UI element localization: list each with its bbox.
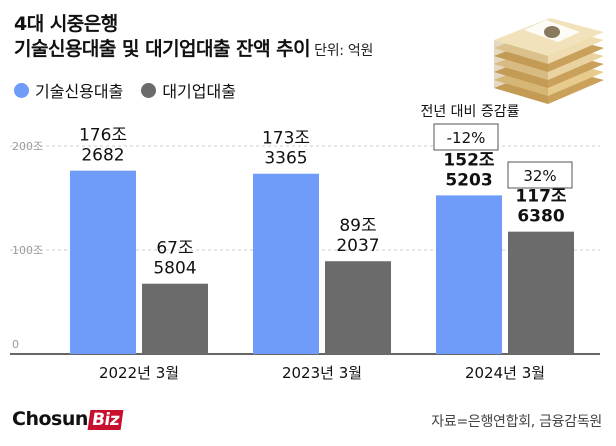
x-tick-label-2: 2024년 3월 bbox=[465, 364, 545, 382]
bar-corp-0 bbox=[142, 283, 208, 354]
bar-tech-0 bbox=[70, 170, 136, 354]
y-tick-label-2: 200조 bbox=[12, 140, 43, 153]
chart-title: 4대 시중은행 기술신용대출 및 대기업대출 잔액 추이 단위: 억원 bbox=[14, 12, 373, 64]
data-label-tech-2-0: 152조 bbox=[443, 150, 494, 170]
data-label-corp-0-0: 67조 bbox=[156, 239, 193, 259]
x-tick-label-1: 2023년 3월 bbox=[282, 364, 362, 382]
data-label-corp-2-0: 117조 bbox=[515, 187, 566, 207]
data-label-tech-2-1: 5203 bbox=[445, 170, 492, 190]
source-note: 자료=은행연합회, 금융감독원 bbox=[431, 414, 602, 430]
data-label-corp-2-1: 6380 bbox=[517, 207, 564, 227]
legend-item-corp: 대기업대출 bbox=[141, 78, 236, 102]
legend-item-tech: 기술신용대출 bbox=[14, 78, 123, 102]
data-label-corp-0-1: 5804 bbox=[153, 259, 196, 279]
data-label-tech-0-1: 2682 bbox=[81, 146, 124, 166]
bar-tech-2 bbox=[436, 195, 502, 354]
data-label-tech-1-1: 3365 bbox=[264, 149, 307, 169]
legend-label-corp: 대기업대출 bbox=[162, 82, 236, 101]
data-label-corp-1-0: 89조 bbox=[339, 216, 376, 236]
yoy-box-corp bbox=[507, 161, 573, 189]
yoy-box-tech bbox=[433, 123, 499, 151]
y-tick-label-1: 100조 bbox=[12, 244, 43, 257]
legend: 기술신용대출 대기업대출 bbox=[14, 78, 246, 102]
legend-swatch-corp bbox=[141, 82, 157, 98]
bar-tech-1 bbox=[253, 173, 319, 354]
logo-main-text: Chosun bbox=[12, 408, 88, 430]
data-label-tech-1-0: 173조 bbox=[262, 129, 310, 149]
chosunbiz-logo: Chosun Biz bbox=[12, 408, 124, 430]
bar-corp-1 bbox=[325, 261, 391, 354]
y-tick-label-0: 0 bbox=[12, 338, 19, 351]
unit-label: 단위: 억원 bbox=[314, 43, 374, 59]
yoy-value-corp: 32% bbox=[523, 167, 556, 185]
data-label-tech-0-0: 176조 bbox=[79, 126, 127, 146]
money-stack-icon bbox=[494, 18, 604, 104]
bar-corp-2 bbox=[508, 231, 574, 354]
title-line-1: 4대 시중은행 bbox=[14, 13, 118, 35]
logo-biz-text: Biz bbox=[87, 410, 124, 430]
title-line-2: 기술신용대출 및 대기업대출 잔액 추이 bbox=[14, 38, 311, 60]
x-tick-label-0: 2022년 3월 bbox=[99, 364, 179, 382]
data-label-corp-1-1: 2037 bbox=[336, 236, 379, 256]
legend-swatch-tech bbox=[14, 82, 29, 98]
yoy-header: 전년 대비 증감률 bbox=[420, 104, 519, 120]
yoy-value-tech: -12% bbox=[447, 129, 486, 147]
legend-label-tech: 기술신용대출 bbox=[35, 82, 124, 101]
